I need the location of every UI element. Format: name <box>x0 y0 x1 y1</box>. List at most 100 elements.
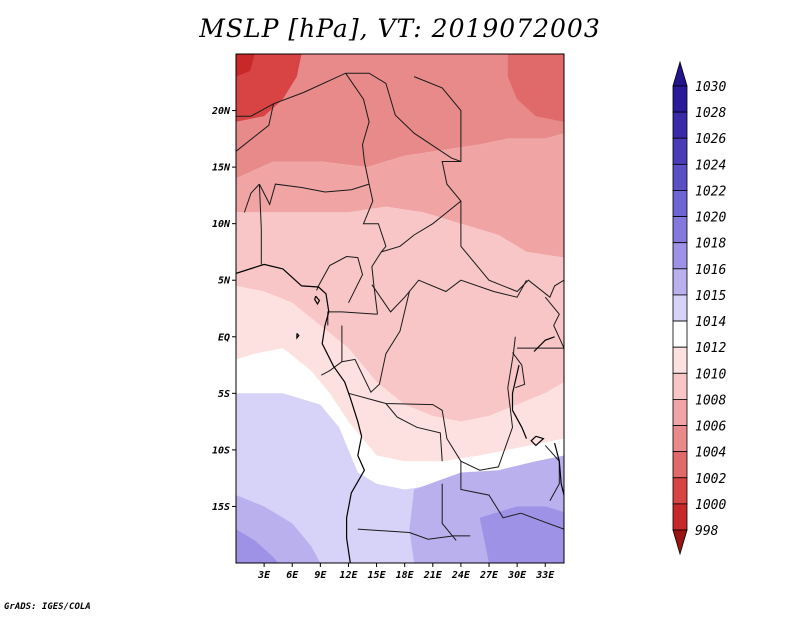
lat-tick-label: 20N <box>211 106 231 117</box>
colorbar-label: 1002 <box>695 472 726 487</box>
colorbar-label: 1020 <box>695 211 726 226</box>
pressure-region-14 <box>236 529 279 563</box>
colorbar-swatch <box>672 503 688 531</box>
lon-tick-label: 30E <box>507 570 527 581</box>
country-boundary-3 <box>345 72 370 162</box>
coastline-6 <box>296 333 300 340</box>
lat-tick-label: 15N <box>212 163 231 174</box>
colorbar: 1030 1028 1026 1024 1022 1020 1018 1016 1015 1014… <box>672 60 726 556</box>
colorbar-label: 1006 <box>695 420 726 435</box>
colorbar-label: 1024 <box>695 158 726 173</box>
lat-tick-label: 10S <box>212 445 230 456</box>
colorbar-swatch <box>672 163 688 191</box>
lon-tick-label: 24E <box>451 570 471 581</box>
colorbar-label: 1015 <box>695 289 726 304</box>
country-boundary-6 <box>243 183 260 213</box>
colorbar-label: 1014 <box>695 315 726 330</box>
country-boundary-4 <box>258 161 370 206</box>
pressure-region-3 <box>507 54 564 122</box>
country-boundary-9 <box>381 76 462 253</box>
colorbar-label: 1022 <box>695 184 726 199</box>
colorbar-swatch <box>672 372 688 400</box>
colorbar-label: 998 <box>695 524 719 539</box>
lon-tick-label: 27E <box>479 570 499 581</box>
pressure-region-1 <box>236 54 302 122</box>
pressure-region-7 <box>236 285 564 462</box>
lat-tick-label: 5N <box>218 276 231 287</box>
country-boundary-12 <box>327 311 378 326</box>
lon-tick-label: 33E <box>535 570 555 581</box>
coastline-2 <box>554 442 564 496</box>
colorbar-label: 1012 <box>695 341 726 356</box>
lon-tick-label: 15E <box>368 570 387 581</box>
colorbar-swatch <box>672 190 688 217</box>
coastline-1 <box>511 364 528 439</box>
country-boundary-23 <box>544 445 560 502</box>
colorbar-label: 1018 <box>695 237 726 252</box>
colorbar-swatch <box>672 346 688 374</box>
country-boundary-10 <box>371 279 527 313</box>
pressure-region-5 <box>236 54 330 156</box>
country-boundaries <box>236 54 564 563</box>
colorbar-label: 1004 <box>695 446 726 461</box>
coastline-3 <box>533 336 555 352</box>
lon-tick-label: 21E <box>423 570 443 581</box>
colorbar-swatch <box>672 451 688 479</box>
colorbar-swatch <box>672 477 688 505</box>
country-boundary-8 <box>316 255 364 304</box>
lon-tick-label: 9E <box>314 570 327 581</box>
colorbar-swatch <box>672 111 688 139</box>
colorbar-label: 1000 <box>695 498 726 513</box>
coastline-4 <box>530 435 545 447</box>
colorbar-swatch <box>672 137 688 165</box>
lat-tick-label: 15S <box>212 502 230 513</box>
country-boundary-11 <box>460 201 564 299</box>
country-boundary-18 <box>441 483 457 541</box>
country-boundary-17 <box>357 528 471 540</box>
mslp-map-figure: 20N 15N 10N 5N EQ 5S 10S 15S 3E 6E 9E 12E 15E 18E 21E… <box>211 53 726 581</box>
lon-tick-label: 18E <box>396 570 415 581</box>
country-boundary-16 <box>385 403 443 462</box>
lon-tick-label: 3E <box>257 570 271 581</box>
coastline-0 <box>236 263 366 563</box>
pressure-region-8 <box>367 263 471 399</box>
lon-tick-label: 6E <box>286 570 299 581</box>
colorbar-label: 1028 <box>695 106 726 121</box>
longitude-axis: 3E 6E 9E 12E 15E 18E 21E 24E 27E 30E 33E <box>257 563 555 581</box>
grads-credit: GrADS: IGES/COLA <box>4 602 91 612</box>
country-boundary-1 <box>236 103 274 152</box>
latitude-axis: 20N 15N 10N 5N EQ 5S 10S 15S <box>211 106 236 513</box>
country-boundary-21 <box>517 296 564 349</box>
colorbar-swatch <box>672 320 688 348</box>
pressure-region-2 <box>236 54 255 77</box>
pressure-region-9 <box>236 348 564 490</box>
colorbar-swatch <box>672 425 688 453</box>
country-boundary-14 <box>341 291 410 394</box>
colorbar-swatch <box>672 268 688 296</box>
colorbar-swatch <box>672 399 688 426</box>
lat-tick-label: 5S <box>218 389 230 400</box>
colorbar-label: 1026 <box>695 132 726 147</box>
colorbar-bottom-arrow <box>672 529 688 556</box>
lat-tick-label: EQ <box>218 332 230 343</box>
lon-tick-label: 12E <box>339 570 358 581</box>
country-boundary-5 <box>258 184 262 265</box>
map-frame <box>235 53 565 564</box>
country-boundary-2 <box>303 72 462 162</box>
country-boundary-7 <box>362 183 387 315</box>
colorbar-swatch <box>672 85 688 113</box>
country-boundary-13 <box>321 325 343 376</box>
colorbar-label: 1010 <box>695 367 726 382</box>
country-boundary-22 <box>512 352 526 389</box>
map-title: MSLP [hPa], VT: 2019072003 <box>199 14 601 43</box>
pressure-field <box>236 54 564 563</box>
country-boundary-19 <box>460 461 522 519</box>
colorbar-label: 1016 <box>695 263 726 278</box>
country-boundary-20 <box>520 512 564 530</box>
colorbar-swatch <box>672 294 688 322</box>
colorbar-label: 1030 <box>695 80 726 95</box>
country-boundary-15 <box>348 336 516 471</box>
lat-tick-label: 10N <box>212 219 231 230</box>
country-boundary-0 <box>236 92 304 117</box>
coastline-5 <box>314 295 321 306</box>
